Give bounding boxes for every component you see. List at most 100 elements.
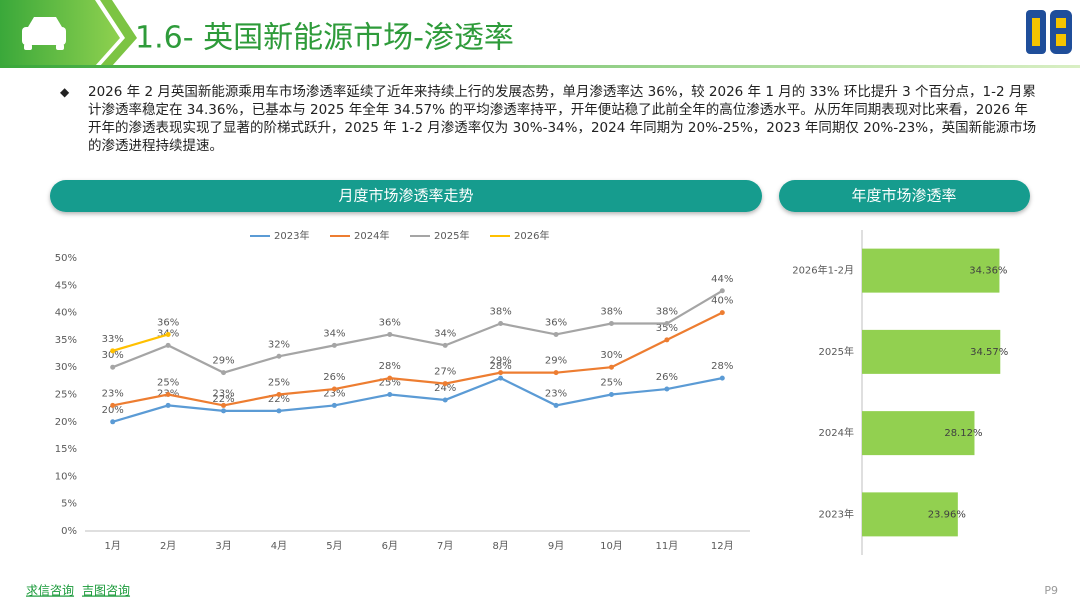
x-tick-label: 8月 bbox=[492, 540, 508, 552]
data-label: 29% bbox=[545, 356, 567, 367]
page-number: P9 bbox=[1044, 584, 1058, 597]
point bbox=[331, 402, 337, 408]
series-line bbox=[112, 311, 723, 407]
point bbox=[165, 392, 171, 397]
point bbox=[110, 419, 116, 425]
data-label: 34.36% bbox=[969, 266, 1007, 277]
y-tick-label: 45% bbox=[55, 280, 77, 291]
point bbox=[553, 402, 559, 408]
point bbox=[221, 370, 227, 376]
legend-label: 2025年 bbox=[434, 229, 469, 242]
data-label: 28% bbox=[711, 361, 733, 372]
x-tick-label: 4月 bbox=[271, 540, 287, 552]
data-label: 22% bbox=[212, 394, 234, 405]
data-label: 34.57% bbox=[970, 347, 1008, 358]
x-tick-label: 3月 bbox=[215, 540, 231, 552]
point bbox=[387, 392, 393, 397]
bar bbox=[862, 411, 975, 456]
legend-label: 2023年 bbox=[274, 229, 309, 242]
x-tick-label: 6月 bbox=[382, 540, 398, 552]
point bbox=[664, 321, 670, 327]
data-label: 23% bbox=[545, 388, 567, 399]
point bbox=[719, 288, 725, 294]
data-label: 23% bbox=[102, 388, 124, 399]
point bbox=[276, 353, 282, 359]
y-tick-label: 40% bbox=[55, 308, 77, 319]
x-tick-label: 12月 bbox=[711, 540, 734, 552]
point bbox=[498, 321, 504, 327]
data-label: 33% bbox=[102, 334, 124, 345]
footer-link[interactable]: 吉图咨询 bbox=[82, 583, 130, 598]
point bbox=[387, 331, 393, 337]
point bbox=[331, 386, 337, 392]
data-label: 40% bbox=[711, 296, 733, 307]
header-chevron bbox=[100, 0, 137, 66]
data-label: 20% bbox=[102, 405, 124, 416]
point bbox=[664, 386, 670, 392]
y-tick-label: 2024年 bbox=[819, 426, 854, 439]
point bbox=[110, 364, 116, 370]
section-pill bbox=[779, 180, 1030, 212]
point bbox=[498, 375, 504, 381]
point bbox=[331, 342, 337, 348]
section-title: 月度市场渗透率走势 bbox=[338, 187, 473, 205]
point bbox=[276, 392, 282, 397]
data-label: 24% bbox=[434, 383, 456, 394]
point bbox=[387, 375, 393, 381]
data-label: 26% bbox=[323, 372, 345, 383]
point bbox=[553, 331, 559, 337]
series-line bbox=[112, 376, 723, 423]
point bbox=[276, 408, 282, 414]
data-label: 36% bbox=[379, 317, 401, 328]
y-tick-label: 50% bbox=[55, 253, 77, 264]
data-label: 30% bbox=[102, 350, 124, 361]
data-label: 38% bbox=[600, 307, 622, 318]
point bbox=[442, 397, 448, 403]
page-title: 1.6- 英国新能源市场-渗透率 bbox=[135, 21, 514, 56]
bar bbox=[862, 492, 958, 537]
y-tick-label: 10% bbox=[55, 471, 77, 482]
legend-label: 2024年 bbox=[354, 229, 389, 242]
data-label: 23% bbox=[323, 388, 345, 399]
data-label: 22% bbox=[268, 394, 290, 405]
data-label: 27% bbox=[434, 367, 456, 378]
point bbox=[608, 392, 614, 397]
point bbox=[719, 310, 725, 316]
point bbox=[498, 370, 504, 376]
data-label: 38% bbox=[490, 307, 512, 318]
point bbox=[221, 402, 227, 408]
point bbox=[221, 408, 227, 414]
x-tick-label: 1月 bbox=[105, 540, 121, 552]
data-label: 28.12% bbox=[944, 428, 982, 439]
data-label: 29% bbox=[212, 356, 234, 367]
data-label: 25% bbox=[268, 378, 290, 389]
point bbox=[442, 381, 448, 387]
point bbox=[110, 402, 116, 408]
data-label: 25% bbox=[600, 378, 622, 389]
data-label: 30% bbox=[600, 350, 622, 361]
x-tick-label: 9月 bbox=[548, 540, 564, 552]
bullet: ◆ bbox=[60, 85, 70, 99]
data-label: 32% bbox=[268, 339, 290, 350]
car-icon bbox=[22, 17, 66, 50]
point bbox=[608, 321, 614, 327]
y-tick-label: 2026年1-2月 bbox=[792, 264, 854, 277]
point bbox=[165, 342, 171, 348]
bar bbox=[862, 329, 1001, 374]
y-tick-label: 2025年 bbox=[819, 345, 854, 358]
bar bbox=[862, 248, 1000, 293]
series-line bbox=[112, 333, 169, 352]
data-label: 26% bbox=[656, 372, 678, 383]
point bbox=[608, 364, 614, 370]
point bbox=[165, 402, 171, 408]
y-tick-label: 25% bbox=[55, 390, 77, 401]
x-tick-label: 5月 bbox=[326, 540, 342, 552]
data-label: 25% bbox=[379, 378, 401, 389]
footer-link[interactable]: 求信咨询 bbox=[26, 583, 74, 598]
point bbox=[553, 370, 559, 376]
x-tick-label: 10月 bbox=[600, 540, 623, 552]
data-label: 38% bbox=[656, 307, 678, 318]
point bbox=[110, 348, 116, 354]
y-tick-label: 5% bbox=[61, 499, 77, 510]
